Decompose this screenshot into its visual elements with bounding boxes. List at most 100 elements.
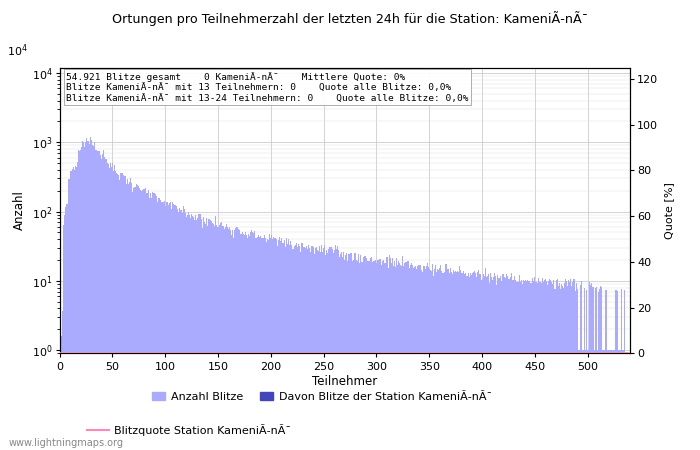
Bar [86, 138, 88, 450]
Bar [556, 280, 557, 450]
Bar [347, 261, 349, 450]
Bar [411, 263, 412, 450]
Bar [615, 290, 616, 450]
Bar [321, 245, 322, 450]
Text: $10^4$: $10^4$ [7, 43, 27, 59]
Bar [178, 212, 179, 450]
Bar [297, 248, 298, 450]
Bar [505, 278, 506, 450]
Bar [341, 252, 342, 450]
Bar [66, 204, 67, 450]
Bar [467, 276, 468, 450]
Bar [176, 207, 177, 450]
Bar [344, 260, 345, 450]
Bar [189, 215, 190, 450]
Bar [482, 274, 484, 450]
Bar [211, 221, 212, 450]
Bar [368, 261, 370, 450]
Bar [326, 250, 328, 450]
Bar [621, 289, 622, 450]
Bar [314, 248, 316, 450]
Bar [474, 271, 475, 450]
Bar [377, 260, 378, 450]
Bar [230, 230, 231, 450]
Bar [95, 150, 96, 450]
Bar [463, 274, 465, 450]
Bar [617, 291, 618, 450]
Bar [212, 223, 214, 450]
Bar [320, 252, 321, 450]
Bar [594, 288, 596, 450]
Bar [519, 282, 521, 450]
Bar [558, 286, 559, 450]
Bar [522, 284, 523, 450]
Bar [75, 166, 76, 450]
Bar [174, 205, 175, 450]
Bar [496, 285, 498, 450]
Bar [389, 256, 390, 450]
Bar [114, 165, 115, 450]
Bar [81, 147, 82, 450]
Bar [521, 280, 522, 450]
Bar [473, 272, 474, 450]
Bar [458, 271, 459, 450]
Bar [116, 173, 117, 450]
Bar [530, 283, 531, 450]
Bar [618, 350, 619, 450]
Bar [78, 150, 79, 450]
Bar [88, 141, 89, 450]
Bar [119, 180, 120, 450]
Bar [514, 276, 515, 450]
Bar [428, 269, 430, 450]
Bar [532, 278, 533, 450]
Bar [204, 222, 205, 450]
Bar [526, 281, 527, 450]
Bar [430, 270, 431, 450]
Bar [559, 283, 560, 450]
Bar [471, 274, 472, 450]
Bar [307, 249, 308, 450]
Bar [398, 261, 399, 450]
Bar [137, 185, 138, 450]
Bar [562, 286, 563, 450]
Bar [225, 227, 226, 450]
Bar [619, 350, 620, 450]
Bar [533, 281, 534, 450]
Bar [132, 192, 133, 450]
Bar [167, 202, 168, 450]
Bar [139, 188, 140, 450]
Bar [263, 238, 264, 450]
Bar [244, 235, 245, 450]
Bar [272, 239, 274, 450]
Bar [364, 256, 365, 450]
Bar [141, 191, 142, 450]
Bar [589, 282, 590, 450]
Bar [334, 250, 335, 450]
Bar [431, 271, 432, 450]
Bar [94, 143, 95, 450]
Bar [358, 254, 359, 450]
Bar [488, 274, 489, 450]
Bar [510, 277, 511, 450]
Bar [183, 209, 185, 450]
Bar [584, 288, 585, 450]
Bar [476, 277, 477, 450]
Bar [569, 282, 570, 450]
Bar [396, 258, 397, 450]
Bar [580, 284, 581, 450]
Bar [69, 171, 71, 450]
Bar [112, 163, 113, 450]
Bar [354, 252, 355, 450]
Bar [252, 232, 253, 450]
Bar [134, 187, 135, 450]
Bar [228, 229, 229, 450]
Bar [382, 261, 384, 450]
Bar [374, 261, 375, 450]
Bar [405, 262, 407, 450]
Bar [586, 290, 587, 450]
Bar [194, 220, 195, 450]
Bar [295, 243, 297, 450]
Bar [158, 198, 160, 450]
Bar [316, 248, 317, 450]
Bar [506, 274, 507, 450]
